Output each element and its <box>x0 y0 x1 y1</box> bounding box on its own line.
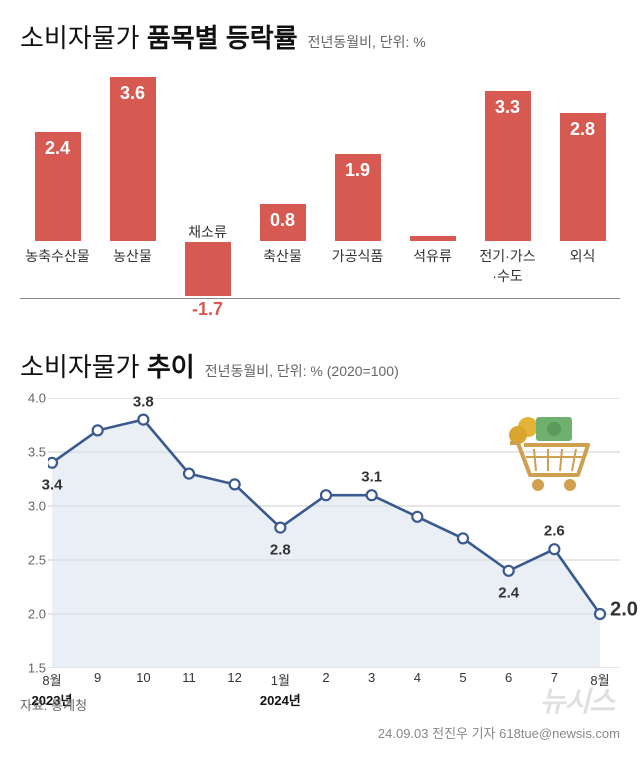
bar-value-label: 0.8 <box>270 210 295 231</box>
point-label: 2.0 <box>610 599 638 622</box>
title1-bold: 품목별 등락률 <box>147 23 298 53</box>
point-label: 2.8 <box>270 541 291 558</box>
y-tick-label: 2.0 <box>28 607 46 622</box>
x-tick-label: 11 <box>182 670 196 685</box>
bar-slot: 0.1 석유류 <box>395 69 470 298</box>
x-year-label: 2024년 <box>260 690 301 709</box>
watermark: 뉴시스 <box>540 680 614 720</box>
bar: 2.4 <box>35 132 81 241</box>
x-tick-label: 4 <box>414 670 421 685</box>
y-tick-label: 3.5 <box>28 445 46 460</box>
bar: 0.8 <box>260 204 306 240</box>
bar-chart-title: 소비자물가 품목별 등락률 전년동월비, 단위: % <box>20 18 620 55</box>
y-tick-label: 4.0 <box>28 391 46 406</box>
bar-slot: 1.9 가공식품 <box>320 69 395 298</box>
bar: 3.6 <box>110 77 156 240</box>
y-tick-label: 2.5 <box>28 553 46 568</box>
x-tick-label: 1월 <box>271 670 290 689</box>
bar-chart: 2.4 농축수산물 3.6 농산물 -1.7채소류 0.8 축산물 1.9 가공식품 0.1 석유류… <box>20 69 620 299</box>
point-label: 3.4 <box>42 476 63 493</box>
bar-slot: 3.6 농산물 <box>95 69 170 298</box>
bar-category-label: 외식 <box>570 246 596 266</box>
x-tick-label: 5 <box>459 670 466 685</box>
point-label: 3.1 <box>361 469 382 486</box>
bar-slot: 0.8 축산물 <box>245 69 320 298</box>
bar-category-label: 가공식품 <box>332 246 384 266</box>
bar-value-label: -1.7 <box>192 299 223 320</box>
x-tick-label: 8월 <box>42 670 61 689</box>
bar-value-label: 2.4 <box>45 138 70 159</box>
cart-icon <box>500 413 600 493</box>
bar: -1.7 <box>185 242 231 296</box>
bar: 1.9 <box>335 154 381 240</box>
x-tick-label: 3 <box>368 670 375 685</box>
bar: 0.1 <box>410 236 456 241</box>
title2-bold: 추이 <box>147 352 195 382</box>
source-footer: 자료: 통계청 <box>20 695 87 714</box>
bar-category-label: 축산물 <box>263 246 302 266</box>
x-tick-label: 12 <box>227 670 241 685</box>
source-value: 통계청 <box>51 698 87 713</box>
title1-prefix: 소비자물가 <box>20 23 140 53</box>
point-label: 2.6 <box>544 523 565 540</box>
title1-sub: 전년동월비, 단위: % <box>308 32 426 52</box>
bar-slot: -1.7채소류 <box>170 69 245 298</box>
bar-value-label: 1.9 <box>345 160 370 181</box>
credit: 24.09.03 전진우 기자 618tue@newsis.com <box>378 723 620 742</box>
x-tick-label: 6 <box>505 670 512 685</box>
x-tick-label: 9 <box>94 670 101 685</box>
bar: 2.8 <box>560 113 606 240</box>
title2-prefix: 소비자물가 <box>20 352 140 382</box>
bar-category-label: 농산물 <box>113 246 152 266</box>
point-label: 2.4 <box>498 584 519 601</box>
bar-slot: 2.8 외식 <box>545 69 620 298</box>
x-tick-label: 2 <box>322 670 329 685</box>
bar-value-label: 3.6 <box>120 83 145 104</box>
bar-category-label: 농축수산물 <box>25 246 89 266</box>
line-chart: 1.52.02.53.03.54.0 3.43.82.83.12.42.62.0 <box>48 398 620 668</box>
bar-category-label: 채소류 <box>188 222 227 242</box>
bar: 3.3 <box>485 91 531 241</box>
bar-slot: 2.4 농축수산물 <box>20 69 95 298</box>
y-tick-label: 3.0 <box>28 499 46 514</box>
bar-category-label: 전기·가스·수도 <box>479 246 535 286</box>
bar-value-label: 2.8 <box>570 119 595 140</box>
x-tick-label: 10 <box>136 670 150 685</box>
point-label: 3.8 <box>133 393 154 410</box>
line-chart-title: 소비자물가 추이 전년동월비, 단위: % (2020=100) <box>20 347 620 384</box>
bar-slot: 3.3 전기·가스·수도 <box>470 69 545 298</box>
bar-value-label: 3.3 <box>495 97 520 118</box>
bar-category-label: 석유류 <box>413 246 452 266</box>
title2-sub: 전년동월비, 단위: % (2020=100) <box>205 361 399 381</box>
source-label: 자료: <box>20 698 48 713</box>
